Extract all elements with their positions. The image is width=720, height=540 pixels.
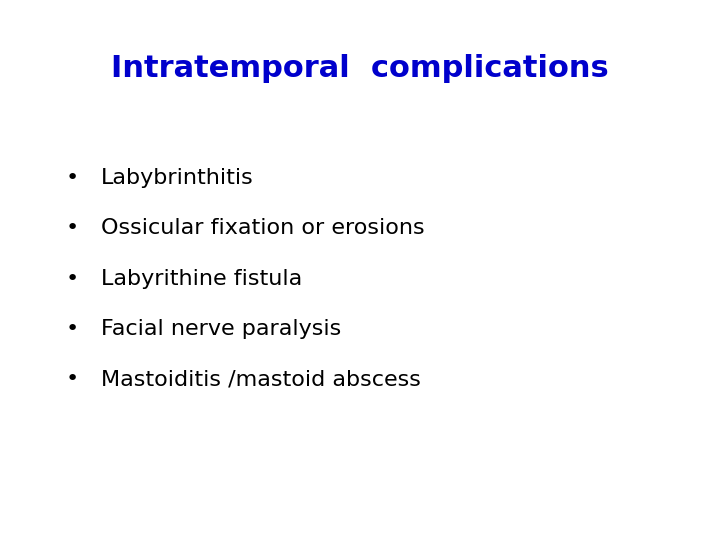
Text: •: • [66,319,78,339]
Text: Facial nerve paralysis: Facial nerve paralysis [101,319,341,339]
Text: Mastoiditis /mastoid abscess: Mastoiditis /mastoid abscess [101,369,420,389]
Text: •: • [66,218,78,239]
Text: Labybrinthitis: Labybrinthitis [101,168,253,188]
Text: Ossicular fixation or erosions: Ossicular fixation or erosions [101,218,424,239]
Text: Labyrithine fistula: Labyrithine fistula [101,268,302,289]
Text: •: • [66,168,78,188]
Text: •: • [66,268,78,289]
Text: Intratemporal  complications: Intratemporal complications [111,54,609,83]
Text: •: • [66,369,78,389]
